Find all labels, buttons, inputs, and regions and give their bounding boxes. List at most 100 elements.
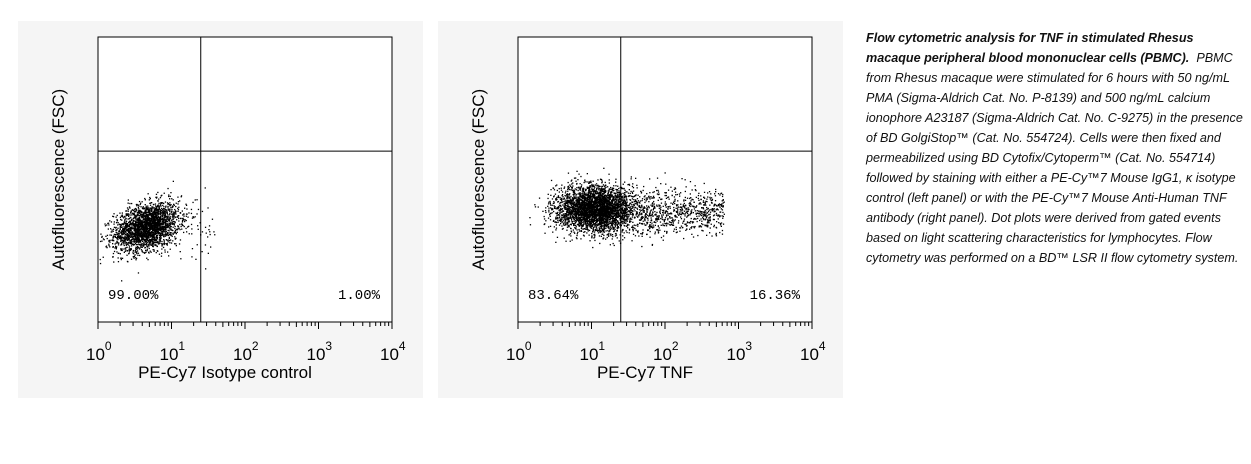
data-point: [118, 223, 120, 225]
data-point: [170, 211, 173, 213]
data-point: [169, 232, 171, 234]
data-point: [117, 238, 119, 241]
data-point: [604, 223, 606, 226]
data-point: [142, 229, 144, 231]
data-point: [606, 197, 608, 199]
data-point: [559, 220, 561, 222]
data-point: [158, 220, 160, 222]
data-point: [549, 225, 552, 227]
data-point: [131, 202, 133, 205]
data-point: [128, 245, 131, 247]
data-point: [146, 221, 149, 224]
data-point: [627, 227, 629, 229]
data-point: [155, 211, 157, 213]
data-point: [157, 191, 159, 194]
data-point: [150, 228, 152, 230]
data-point: [126, 254, 128, 256]
data-point: [137, 235, 140, 237]
data-point: [145, 237, 148, 239]
data-point: [581, 190, 583, 192]
data-point: [137, 229, 139, 231]
data-point: [109, 239, 111, 241]
data-point: [572, 217, 574, 219]
data-point: [191, 217, 194, 219]
data-point: [603, 185, 605, 187]
data-point: [591, 190, 593, 192]
data-point: [144, 223, 147, 225]
data-point: [639, 200, 642, 202]
data-point: [150, 244, 152, 246]
quadrant-label-left: 99.00%: [108, 288, 159, 304]
data-point: [166, 226, 169, 229]
data-point: [155, 233, 157, 235]
data-point: [572, 191, 575, 193]
data-point: [128, 228, 130, 230]
data-point: [171, 205, 174, 207]
data-point: [622, 221, 624, 223]
data-point: [115, 237, 118, 239]
data-point: [146, 238, 148, 240]
data-point: [572, 214, 574, 217]
data-point: [172, 199, 174, 201]
data-point: [207, 207, 209, 209]
data-point: [158, 253, 161, 255]
data-point: [611, 221, 613, 224]
data-point: [132, 244, 135, 246]
data-point: [578, 225, 581, 227]
data-point: [626, 215, 628, 217]
data-point: [172, 226, 174, 228]
data-point: [598, 198, 600, 201]
data-point: [618, 187, 620, 190]
data-point: [575, 211, 577, 213]
data-point: [169, 195, 171, 197]
data-point: [141, 201, 143, 203]
data-point: [108, 243, 110, 245]
data-point: [151, 237, 153, 240]
data-point: [586, 226, 589, 228]
data-point: [617, 206, 619, 208]
data-point: [621, 229, 623, 232]
data-point: [566, 215, 568, 217]
data-point: [137, 272, 140, 274]
data-point: [164, 219, 166, 221]
data-point: [173, 232, 175, 234]
data-point: [148, 234, 150, 236]
data-point: [161, 244, 163, 246]
data-point: [136, 218, 138, 220]
data-point: [591, 187, 593, 189]
data-point: [576, 234, 578, 237]
data-point: [559, 216, 561, 218]
data-point: [151, 217, 153, 219]
data-point: [139, 211, 141, 213]
data-point: [101, 235, 103, 238]
data-point: [573, 208, 575, 211]
data-point: [135, 246, 137, 248]
data-point: [604, 181, 606, 184]
data-point: [145, 221, 147, 223]
data-point: [157, 209, 159, 211]
data-point: [147, 214, 149, 216]
data-point: [611, 210, 613, 212]
data-point: [117, 227, 119, 229]
data-point: [155, 224, 158, 226]
data-point: [567, 190, 569, 192]
data-point: [594, 207, 596, 209]
data-point: [165, 222, 167, 224]
data-point: [569, 205, 571, 208]
data-point: [561, 211, 563, 213]
data-point: [566, 194, 568, 196]
data-point: [547, 193, 549, 195]
data-point: [127, 210, 129, 212]
data-point: [161, 194, 163, 196]
data-point: [635, 202, 637, 204]
data-point: [133, 239, 135, 241]
data-point: [167, 219, 170, 221]
data-point: [131, 245, 133, 247]
data-point: [142, 225, 144, 227]
data-point: [593, 207, 595, 209]
data-point: [580, 225, 583, 227]
data-point: [143, 232, 145, 234]
data-point: [144, 209, 146, 211]
data-point: [140, 246, 143, 248]
data-point: [149, 196, 151, 199]
